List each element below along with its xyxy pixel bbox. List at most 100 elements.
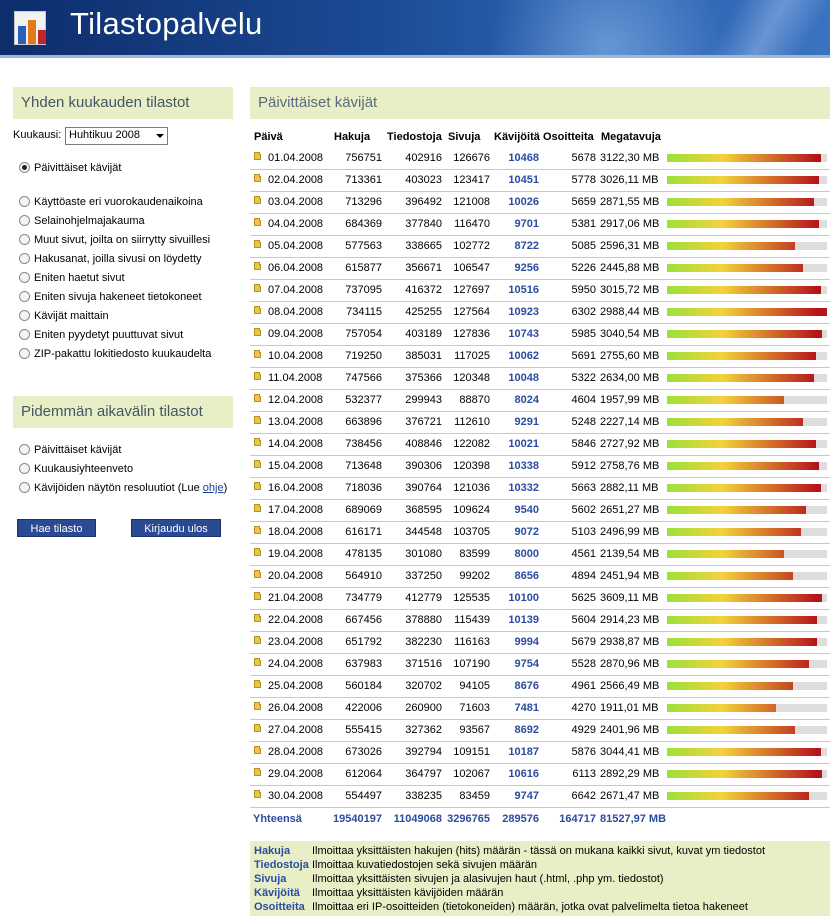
monthly-option[interactable]: Käyttöaste eri vuorokaudenaikoina: [19, 196, 203, 208]
cell-files: 371516: [405, 658, 442, 670]
cell-visitors[interactable]: 10048: [508, 372, 539, 384]
cell-visitors[interactable]: 10468: [508, 152, 539, 164]
radio-button[interactable]: [19, 482, 30, 493]
cell-visitors[interactable]: 9747: [514, 790, 539, 802]
cell-visitors[interactable]: 10100: [508, 592, 539, 604]
help-link[interactable]: ohje: [202, 482, 224, 494]
longer-option-resolutions[interactable]: Kävijöiden näytön resoluutiot (Lue ohje): [19, 482, 227, 494]
cell-date: 17.04.2008: [268, 504, 324, 516]
cell-visitors[interactable]: 9701: [514, 218, 539, 230]
monthly-option[interactable]: Muut sivut, joilta on siirrytty sivuille…: [19, 234, 210, 246]
cell-addresses: 5103: [571, 526, 596, 538]
radio-button[interactable]: [19, 272, 30, 283]
cell-visitors[interactable]: 8024: [514, 394, 539, 406]
megabytes-bar-fill: [667, 660, 809, 668]
cell-visitors[interactable]: 10139: [508, 614, 539, 626]
cell-date: 19.04.2008: [268, 548, 324, 560]
radio-button[interactable]: [19, 162, 30, 173]
row-divider: [250, 741, 830, 742]
cell-visitors[interactable]: 8656: [514, 570, 539, 582]
cell-addresses: 5691: [571, 350, 596, 362]
cell-visitors[interactable]: 10062: [508, 350, 539, 362]
monthly-option[interactable]: Päivittäiset kävijät: [19, 162, 121, 174]
table-row: 25.04.2008 560184 320702 94105 8676 4961 2566,…: [250, 676, 830, 698]
cell-hits: 422006: [345, 702, 382, 714]
cell-visitors[interactable]: 10026: [508, 196, 539, 208]
megabytes-bar: [667, 638, 827, 646]
cell-visitors[interactable]: 8722: [514, 240, 539, 252]
cell-addresses: 4929: [571, 724, 596, 736]
cell-pages: 115439: [454, 614, 490, 626]
table-row: 16.04.2008 718036 390764 121036 10332 5663 288…: [250, 478, 830, 500]
cell-files: 416372: [405, 284, 442, 296]
cell-visitors[interactable]: 10338: [508, 460, 539, 472]
cell-hits: 615877: [345, 262, 382, 274]
radio-button[interactable]: [19, 463, 30, 474]
cell-visitors[interactable]: 10451: [508, 174, 539, 186]
cell-visitors[interactable]: 10187: [508, 746, 539, 758]
cell-visitors[interactable]: 9256: [514, 262, 539, 274]
cell-visitors[interactable]: 8000: [514, 548, 539, 560]
cell-visitors[interactable]: 10332: [508, 482, 539, 494]
megabytes-bar: [667, 220, 827, 228]
cell-pages: 117025: [454, 350, 490, 362]
monthly-option[interactable]: ZIP-pakattu lokitiedosto kuukaudelta: [19, 348, 211, 360]
cell-visitors[interactable]: 9540: [514, 504, 539, 516]
cell-date: 23.04.2008: [268, 636, 324, 648]
cell-addresses: 5846: [571, 438, 596, 450]
monthly-stats-heading: Yhden kuukauden tilastot: [21, 94, 190, 111]
cell-visitors[interactable]: 10616: [508, 768, 539, 780]
cell-pages: 112610: [454, 416, 490, 428]
monthly-option[interactable]: Hakusanat, joilla sivusi on löydetty: [19, 253, 202, 265]
radio-button[interactable]: [19, 444, 30, 455]
monthly-option[interactable]: Eniten haetut sivut: [19, 272, 125, 284]
megabytes-bar-fill: [667, 792, 809, 800]
megabytes-bar: [667, 198, 827, 206]
cell-date: 16.04.2008: [268, 482, 324, 494]
radio-button[interactable]: [19, 196, 30, 207]
monthly-option[interactable]: Eniten pyydetyt puuttuvat sivut: [19, 329, 183, 341]
logout-button[interactable]: Kirjaudu ulos: [131, 519, 221, 537]
radio-button[interactable]: [19, 348, 30, 359]
column-header-megabytes: Megatavuja: [601, 131, 661, 143]
cell-date: 27.04.2008: [268, 724, 324, 736]
cell-files: 320702: [405, 680, 442, 692]
cell-megabytes: 3044,41 MB: [600, 746, 660, 758]
row-divider: [250, 191, 830, 192]
monthly-option[interactable]: Eniten sivuja hakeneet tietokoneet: [19, 291, 202, 303]
cell-date: 04.04.2008: [268, 218, 324, 230]
cell-hits: 734115: [346, 306, 382, 318]
cell-hits: 747566: [345, 372, 382, 384]
radio-button[interactable]: [19, 234, 30, 245]
megabytes-bar: [667, 440, 827, 448]
longer-option-monthly-summary[interactable]: Kuukausiyhteenveto: [19, 463, 133, 475]
folder-icon: [254, 746, 261, 754]
cell-visitors[interactable]: 7481: [514, 702, 539, 714]
month-select[interactable]: Huhtikuu 2008: [65, 127, 168, 145]
cell-visitors[interactable]: 10021: [508, 438, 539, 450]
cell-visitors[interactable]: 9754: [514, 658, 539, 670]
cell-pages: 102772: [453, 240, 490, 252]
fetch-stats-button[interactable]: Hae tilasto: [17, 519, 96, 537]
radio-button[interactable]: [19, 310, 30, 321]
megabytes-bar-fill: [667, 550, 784, 558]
cell-visitors[interactable]: 9072: [514, 526, 539, 538]
cell-hits: 612064: [345, 768, 382, 780]
radio-button[interactable]: [19, 291, 30, 302]
cell-visitors[interactable]: 10743: [508, 328, 539, 340]
longer-option-daily[interactable]: Päivittäiset kävijät: [19, 444, 121, 456]
cell-visitors[interactable]: 9291: [514, 416, 539, 428]
radio-button[interactable]: [19, 253, 30, 264]
cell-visitors[interactable]: 10516: [508, 284, 539, 296]
cell-date: 05.04.2008: [268, 240, 324, 252]
table-row: 30.04.2008 554497 338235 83459 9747 6642 2671,…: [250, 786, 830, 808]
cell-visitors[interactable]: 8676: [514, 680, 539, 692]
radio-button[interactable]: [19, 215, 30, 226]
monthly-option[interactable]: Kävijät maittain: [19, 310, 109, 322]
cell-visitors[interactable]: 9994: [514, 636, 539, 648]
cell-visitors[interactable]: 8692: [514, 724, 539, 736]
cell-files: 390764: [405, 482, 442, 494]
cell-visitors[interactable]: 10923: [508, 306, 539, 318]
radio-button[interactable]: [19, 329, 30, 340]
monthly-option[interactable]: Selainohjelmajakauma: [19, 215, 145, 227]
